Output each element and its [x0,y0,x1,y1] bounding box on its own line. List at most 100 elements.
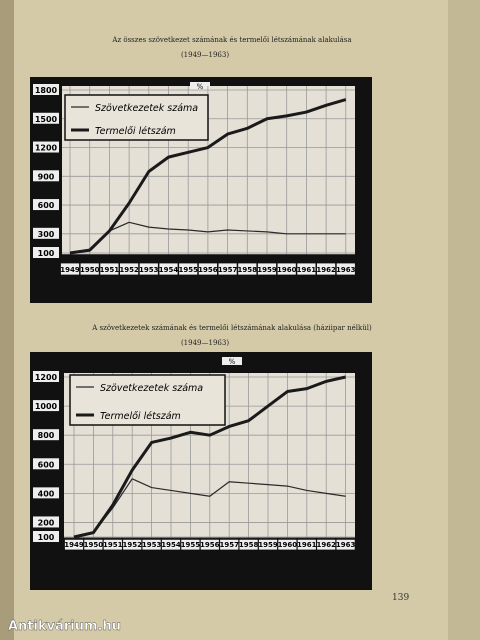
y-tick-box [33,371,59,382]
y-tick-label: 100 [38,249,55,258]
x-tick-box [296,262,317,276]
x-tick-box [83,537,104,551]
legend-box [64,94,209,141]
x-tick-box [197,262,218,276]
data-line [73,375,346,539]
legend-label: Termelői létszám [100,411,181,422]
x-tick-box [122,537,143,551]
y-tick-box [33,141,59,153]
x-tick-label: 1952 [119,266,139,274]
x-tick-box [335,262,356,276]
y-tick-box [33,247,59,258]
x-tick-label: 1950 [84,541,104,549]
x-tick-box [296,537,317,551]
y-tick-label: 800 [38,431,55,440]
y-tick-box [33,458,59,470]
x-tick-label: 1956 [198,266,218,274]
x-tick-label: 1961 [297,266,317,274]
x-tick-label: 1950 [80,266,100,274]
x-tick-label: 1949 [64,541,84,549]
x-tick-label: 1957 [219,541,239,549]
chart-subtitle: (1949—1963) [181,339,229,347]
x-tick-label: 1961 [297,541,317,549]
x-tick-box [257,262,277,276]
y-tick-label: 1800 [35,86,58,95]
x-tick-box [180,537,201,551]
x-tick-box [335,537,356,551]
x-tick-label: 1962 [316,266,336,274]
unit-label: % [197,83,204,91]
x-tick-label: 1962 [316,541,336,549]
unit-box [190,82,210,90]
y-tick-box [33,531,59,542]
x-tick-box [138,262,159,276]
x-tick-label: 1953 [139,266,159,274]
x-tick-label: 1963 [336,541,356,549]
y-tick-label: 300 [38,230,55,239]
unit-box [222,357,242,365]
unit-label: % [229,358,236,366]
x-tick-label: 1957 [218,266,238,274]
y-tick-box [33,516,59,528]
y-tick-label: 1500 [35,115,58,124]
x-tick-label: 1949 [60,266,80,274]
x-tick-box [158,262,179,276]
data-line [69,221,346,254]
y-tick-box [33,84,59,95]
x-tick-label: 1959 [257,266,277,274]
x-tick-box [217,262,238,276]
page-number: 139 [392,593,409,603]
data-line [69,98,347,255]
chart-subtitle: (1949—1963) [181,51,229,59]
y-tick-label: 100 [38,533,55,542]
x-tick-label: 1951 [100,266,120,274]
y-tick-box [33,429,59,441]
x-tick-box [178,262,199,276]
x-tick-box [64,537,84,551]
x-tick-label: 1958 [239,541,259,549]
x-tick-label: 1958 [238,266,258,274]
page-edge [0,0,14,640]
y-tick-label: 900 [38,172,55,181]
x-tick-box [99,262,120,276]
y-tick-label: 1200 [35,144,58,153]
legend-label: Szövetkezetek száma [95,103,198,114]
y-tick-box [33,112,59,124]
x-tick-label: 1960 [278,541,298,549]
y-tick-box [33,170,59,182]
y-tick-box [33,487,59,499]
y-tick-box [33,400,59,412]
legend-box [69,374,226,426]
y-tick-box [33,227,59,239]
chart-title: A szövetkezetek számának és termelői lét… [91,323,372,332]
x-tick-label: 1955 [181,541,201,549]
x-tick-label: 1955 [178,266,198,274]
x-tick-box [219,537,240,551]
y-tick-label: 200 [38,518,55,527]
x-tick-box [316,262,337,276]
x-tick-box [276,262,297,276]
x-tick-label: 1951 [103,541,123,549]
y-tick-label: 1000 [35,402,58,411]
y-tick-label: 600 [38,460,55,469]
x-tick-label: 1956 [200,541,220,549]
x-tick-box [79,262,100,276]
data-line [73,478,346,538]
x-tick-label: 1953 [142,541,162,549]
x-tick-label: 1960 [277,266,297,274]
chart-title: Az összes szövetkezet számának és termel… [111,35,351,44]
legend-label: Termelői létszám [95,126,176,137]
legend-label: Szövetkezetek száma [100,383,203,394]
x-tick-label: 1954 [161,541,181,549]
x-tick-label: 1963 [336,266,356,274]
x-tick-label: 1954 [159,266,179,274]
x-tick-label: 1952 [122,541,142,549]
y-tick-label: 1200 [35,373,58,382]
watermark: Antikvárium.hu [8,619,121,634]
x-tick-label: 1959 [258,541,278,549]
y-tick-label: 400 [38,489,55,498]
x-tick-box [60,262,80,276]
x-tick-box [119,262,139,276]
